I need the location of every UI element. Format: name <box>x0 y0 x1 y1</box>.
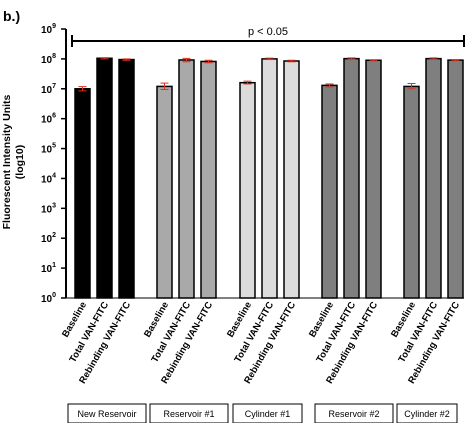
y-tick-label: 107 <box>41 83 56 96</box>
y-tick-exponent: 4 <box>52 172 56 179</box>
group-label: Cylinder #2 <box>404 409 450 419</box>
significance-label: p < 0.05 <box>248 26 288 38</box>
bar <box>74 88 91 299</box>
y-axis-subtitle: (log10) <box>14 145 26 179</box>
y-tick-base: 10 <box>41 294 53 305</box>
y-tick-base: 10 <box>41 25 53 36</box>
group-label: New Reservoir <box>77 409 136 419</box>
bar <box>178 59 195 299</box>
group-label: Cylinder #1 <box>245 409 291 419</box>
y-tick-label: 109 <box>41 23 56 36</box>
significance-bracket: p < 0.05 <box>71 26 465 47</box>
group-box <box>232 403 303 423</box>
bar <box>343 57 360 299</box>
group-label: Reservoir #1 <box>163 409 214 419</box>
y-tick-exponent: 0 <box>52 292 56 299</box>
y-tick-base: 10 <box>41 55 53 66</box>
bar <box>403 85 420 299</box>
y-tick-base: 10 <box>41 85 53 96</box>
bar <box>200 60 217 299</box>
group-label: Reservoir #2 <box>328 409 379 419</box>
bar <box>239 81 256 299</box>
y-tick-label: 108 <box>41 53 56 66</box>
y-axis-title: Fluorescent Intensity Units <box>1 94 13 229</box>
y-tick-label: 104 <box>41 172 56 185</box>
bar <box>365 59 382 299</box>
y-tick-exponent: 9 <box>52 23 56 30</box>
y-tick-exponent: 8 <box>52 53 56 60</box>
y-tick-exponent: 7 <box>52 83 56 90</box>
y-tick-label: 101 <box>41 262 56 275</box>
y-tick-exponent: 1 <box>52 262 56 269</box>
bar <box>447 59 464 299</box>
y-tick-label: 105 <box>41 143 56 156</box>
y-tick-label: 103 <box>41 202 56 215</box>
y-tick-exponent: 3 <box>52 202 56 209</box>
bar <box>96 57 113 299</box>
group-box <box>396 403 458 423</box>
y-tick-base: 10 <box>41 174 53 185</box>
y-tick-base: 10 <box>41 145 53 156</box>
bar <box>118 58 135 299</box>
error-bars-layer <box>78 57 460 92</box>
y-tick-exponent: 2 <box>52 232 56 239</box>
y-tick-base: 10 <box>41 234 53 245</box>
y-tick-label: 100 <box>41 292 56 305</box>
group-box <box>67 403 147 423</box>
group-box <box>314 403 394 423</box>
bar <box>283 60 300 299</box>
bar <box>321 84 338 299</box>
y-tick-exponent: 5 <box>52 143 56 150</box>
y-tick-base: 10 <box>41 264 53 275</box>
panel-label: b.) <box>3 8 20 24</box>
bars-layer <box>74 57 464 299</box>
bar <box>156 85 173 299</box>
bar <box>261 58 278 299</box>
group-box <box>149 403 229 423</box>
group-label-boxes: New Reservoir Reservoir #1 Cylinder #1 Rese… <box>67 403 458 423</box>
y-tick-base: 10 <box>41 115 53 126</box>
y-tick-exponent: 6 <box>52 113 56 120</box>
bar <box>425 57 442 299</box>
y-tick-label: 106 <box>41 113 56 126</box>
y-tick-base: 10 <box>41 204 53 215</box>
y-tick-label: 102 <box>41 232 56 245</box>
y-axis-title-group: Fluorescent Intensity Units (log10) <box>1 94 26 229</box>
